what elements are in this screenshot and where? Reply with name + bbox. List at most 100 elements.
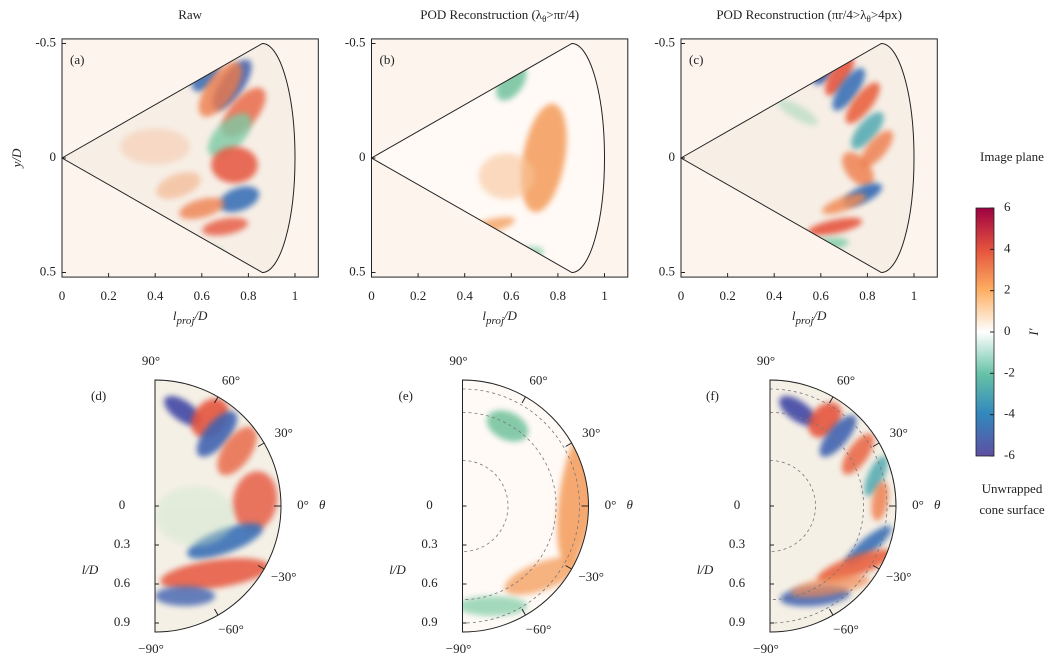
- theta-tick: [829, 608, 834, 616]
- y-tick-label: -0.5: [345, 34, 366, 49]
- title-part: >πr/4): [546, 7, 579, 22]
- x-tick-label: 0.4: [766, 288, 783, 303]
- theta-tick: [872, 565, 880, 570]
- x-label-rest: /D: [812, 308, 827, 323]
- x-tick-label: 0: [59, 288, 66, 303]
- colorbar-tick-label: 2: [1004, 282, 1011, 297]
- r-axis-label: l/D: [389, 562, 406, 577]
- panel-label: (c): [689, 52, 703, 67]
- theta-tick-label: 60°: [222, 372, 240, 387]
- x-tick-label: 0.4: [147, 288, 164, 303]
- title-part: θ: [542, 14, 546, 24]
- title-part: θ: [867, 14, 871, 24]
- dashed-circle: [770, 412, 864, 600]
- x-tick-label: 0.2: [410, 288, 426, 303]
- cone-outline: [60, 42, 296, 274]
- field-blob: [196, 411, 238, 457]
- theta-tick-label: 0°: [297, 497, 309, 512]
- field-blob: [807, 217, 863, 236]
- theta-tick-label: 60°: [837, 372, 855, 387]
- theta-tick-label: −90°: [138, 641, 164, 655]
- field-blob: [871, 481, 889, 521]
- x-tick-label: 1: [292, 288, 299, 303]
- r-tick-label: 0: [426, 497, 433, 512]
- theta-tick-label: −60°: [526, 622, 552, 637]
- field-blob: [777, 99, 818, 126]
- x-tick-label: 0.8: [240, 288, 256, 303]
- field-blob: [155, 586, 215, 606]
- field-blob: [822, 193, 867, 215]
- x-label-base: l: [482, 308, 486, 323]
- cone-outline: [679, 42, 915, 274]
- field-blob: [819, 415, 857, 457]
- r-tick-label: 0.9: [114, 614, 130, 629]
- theta-tick-label: −30°: [578, 569, 604, 584]
- theta-tick: [257, 565, 265, 570]
- colorbar-tick-label: 0: [1004, 323, 1011, 338]
- dashed-circle: [462, 412, 557, 600]
- colorbar-label: I′: [1026, 328, 1041, 336]
- r-tick-label: 0.3: [114, 536, 130, 551]
- field-blob: [864, 455, 888, 497]
- field-blob: [504, 557, 581, 595]
- x-tick-label: 0.4: [457, 288, 474, 303]
- panel-label: (b): [380, 52, 395, 67]
- theta-tick-label: −60°: [833, 622, 859, 637]
- y-tick-label: -0.5: [35, 34, 56, 49]
- r-tick-label: 0.3: [421, 536, 437, 551]
- field-blob: [842, 151, 875, 187]
- panel-label: (e): [399, 388, 413, 403]
- r-axis-label: l/D: [697, 562, 714, 577]
- field-blob: [521, 103, 567, 213]
- panel-label: (d): [91, 388, 106, 403]
- theta-tick: [521, 608, 526, 616]
- theta-tick-label: −90°: [753, 641, 779, 655]
- theta-tick: [214, 608, 219, 616]
- theta-tick-label: −30°: [886, 569, 912, 584]
- y-axis-label: y/D: [9, 148, 24, 169]
- colorbar-tick-label: 6: [1004, 199, 1011, 214]
- theta-tick-label: 90°: [449, 353, 467, 368]
- row-label: cone surface: [979, 502, 1045, 517]
- field-blob: [217, 426, 257, 476]
- field-blob: [207, 113, 252, 157]
- field-blob: [232, 471, 278, 531]
- theta-tick-label: 60°: [529, 372, 547, 387]
- field-blob: [202, 217, 249, 236]
- field-blob: [155, 486, 235, 546]
- y-tick-label: 0.5: [40, 263, 56, 278]
- row-label: Unwrapped: [982, 481, 1043, 496]
- x-label-sub: proj: [794, 315, 813, 327]
- field-blob: [198, 61, 243, 117]
- field: [155, 395, 278, 606]
- field-blob: [218, 186, 260, 213]
- theta-tick: [565, 442, 572, 447]
- field-blob: [841, 433, 875, 475]
- y-tick-label: 0.5: [659, 263, 675, 278]
- x-tick-label: 0.6: [194, 288, 211, 303]
- x-tick-label: 0.8: [550, 288, 566, 303]
- theta-tick-label: −30°: [271, 569, 297, 584]
- field-blob: [486, 410, 529, 442]
- theta-tick: [257, 442, 265, 447]
- theta-tick-label: −60°: [218, 622, 244, 637]
- panel-title: POD Reconstruction (λθ>πr/4): [420, 7, 579, 24]
- colorbar-tick-label: -2: [1004, 364, 1015, 379]
- panel-label: (a): [70, 52, 84, 67]
- field-blob: [851, 111, 884, 150]
- theta-label: θ: [934, 497, 941, 512]
- cone-fill: [371, 43, 605, 273]
- field-blob: [845, 82, 880, 124]
- theta-tick-label: −90°: [446, 641, 472, 655]
- x-axis-label: lproj/D: [792, 308, 827, 327]
- x-axis-label: lproj/D: [173, 308, 208, 327]
- x-label-base: l: [173, 308, 177, 323]
- x-label-sub: proj: [175, 315, 194, 327]
- panel-label: (f): [706, 388, 719, 403]
- r-tick-label: 0.6: [729, 575, 746, 590]
- x-tick-label: 0.6: [813, 288, 830, 303]
- title-part: >4px): [871, 7, 902, 22]
- dashed-circle: [770, 460, 816, 552]
- field-blob: [160, 558, 270, 590]
